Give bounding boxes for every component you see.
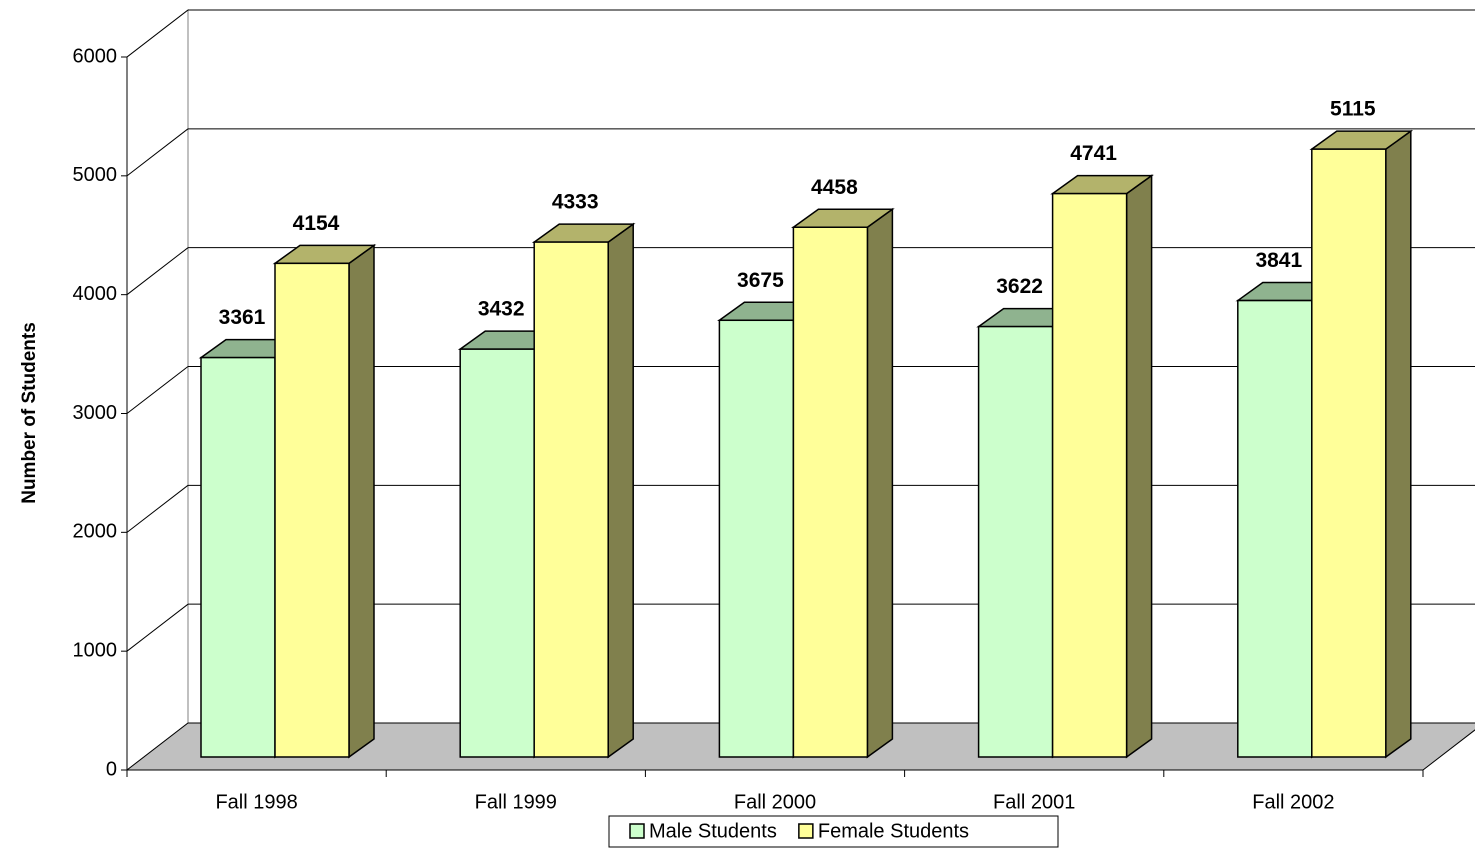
grid-line-side <box>126 366 189 414</box>
x-tick-label: Fall 2000 <box>734 791 816 813</box>
y-tick-label: 3000 <box>73 402 118 424</box>
y-tick-label: 4000 <box>73 283 118 305</box>
grid-line-side <box>126 484 189 533</box>
bar-front <box>792 226 869 758</box>
grid-line-side <box>126 247 189 296</box>
bar-side <box>1125 174 1153 759</box>
value-label: 3841 <box>1255 249 1302 272</box>
bar-front <box>1051 192 1128 758</box>
bar <box>1309 129 1414 759</box>
bar-side <box>866 207 894 759</box>
legend-label: Female Students <box>818 820 969 842</box>
bar-side <box>607 222 634 759</box>
grid-line-side <box>126 603 189 652</box>
bar-side <box>1385 129 1412 759</box>
y-tick-label: 6000 <box>73 45 118 67</box>
y-tick-label: 0 <box>106 758 117 780</box>
y-tick-label: 2000 <box>73 521 118 543</box>
bar-side <box>348 243 375 759</box>
legend-swatch <box>798 823 814 839</box>
bar-front <box>977 325 1054 758</box>
y-axis-title: Number of Students <box>19 322 40 504</box>
legend-label: Male Students <box>649 820 777 842</box>
bar-front <box>459 348 535 758</box>
y-tick-label: 5000 <box>73 164 118 186</box>
bar <box>531 222 636 759</box>
value-label: 4154 <box>293 212 340 235</box>
value-label: 4458 <box>811 176 858 199</box>
value-label: 3622 <box>996 275 1043 298</box>
grid-line-side <box>126 9 189 58</box>
x-tick-label: Fall 1999 <box>475 791 557 813</box>
value-label: 5115 <box>1330 98 1376 121</box>
value-label: 3675 <box>737 269 784 292</box>
value-label: 4333 <box>552 191 599 214</box>
bar <box>791 207 895 759</box>
value-label: 3361 <box>219 306 266 329</box>
legend-swatch <box>629 823 645 839</box>
grid-line-side <box>126 128 189 177</box>
bar-front <box>1311 148 1387 758</box>
bar-front <box>274 262 350 758</box>
bar-front <box>1237 299 1313 758</box>
bar <box>272 243 377 759</box>
bar-front <box>533 241 609 758</box>
x-tick-label: Fall 2002 <box>1252 791 1334 813</box>
x-tick-label: Fall 2001 <box>993 791 1075 813</box>
x-tick-label: Fall 1998 <box>215 791 297 813</box>
legend-box <box>608 815 1059 848</box>
value-label: 3432 <box>478 298 525 321</box>
bar <box>1050 174 1154 759</box>
value-label: 4741 <box>1070 142 1117 165</box>
bar-front <box>200 356 276 758</box>
y-tick-label: 1000 <box>73 639 118 661</box>
bar-front <box>718 319 795 758</box>
